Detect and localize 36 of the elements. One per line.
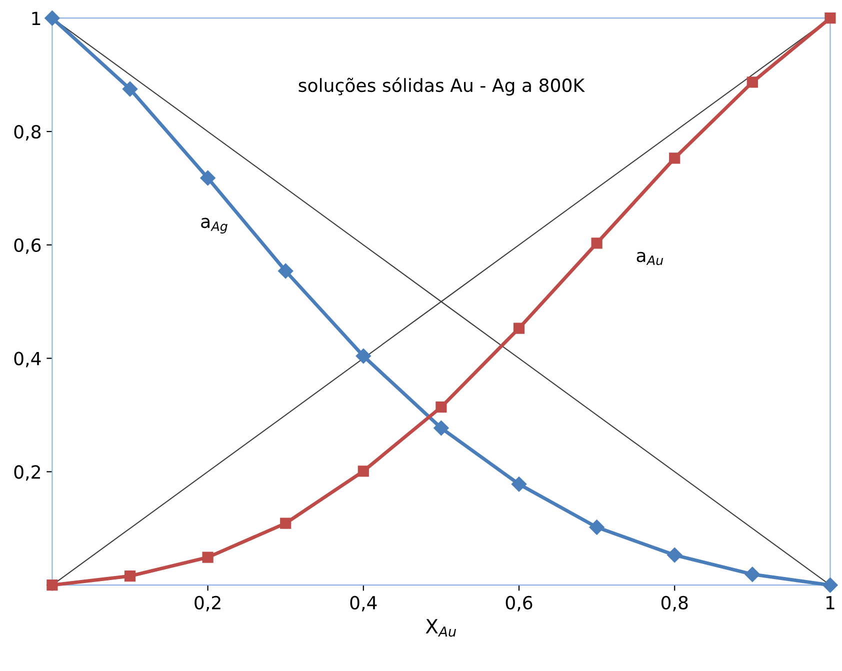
point [744,566,760,582]
point [669,152,680,164]
point [278,263,294,279]
point [200,170,216,186]
y-tick-label: 1 [32,12,40,25]
annotation: a$_{Au}$ [636,252,664,266]
point [589,520,604,535]
point [436,402,447,413]
point [280,518,292,529]
point [822,578,838,593]
y-tick-label: 0,2 [14,465,40,481]
point [434,420,449,436]
x-tick-label: 0,4 [350,596,377,612]
point [511,476,527,492]
point [824,12,836,24]
x-tick-label: 1 [826,596,834,610]
y-tick-label: 0,8 [14,124,41,140]
x-tick-label: 0,2 [194,596,220,612]
annotation: a$_{Ag}$ [201,218,228,234]
point [591,238,602,249]
y-tick-label: 0,6 [14,238,41,254]
point [513,322,525,334]
point [122,81,138,97]
point [46,580,58,591]
text: soluções sólidas Au - Ag a 800K [298,77,585,96]
point [44,10,60,26]
y-tick-label: 0,4 [14,352,41,368]
point [124,570,136,582]
point [667,547,682,563]
point [746,76,758,88]
x-tick-label: 0,6 [506,596,532,612]
point [356,348,371,364]
x-tick-label: 0,8 [661,596,688,612]
point [358,466,369,477]
point [202,552,214,563]
x-axis-title: X$_{Au}$ [426,619,456,637]
